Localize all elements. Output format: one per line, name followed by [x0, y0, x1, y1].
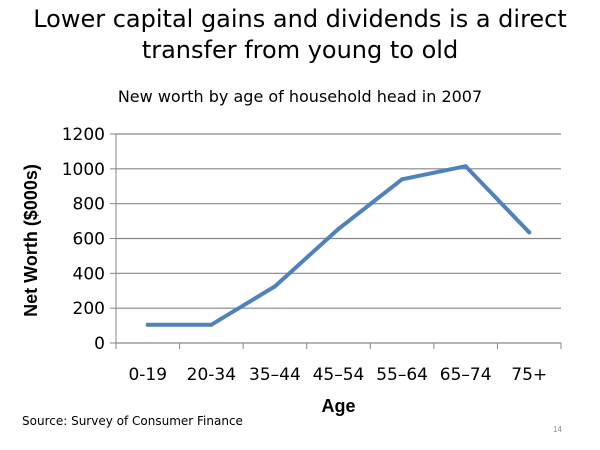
data-point [400, 177, 405, 182]
slide-title-line-2: transfer from young to old [141, 36, 459, 64]
slide-title-line-1: Lower capital gains and dividends is a d… [33, 5, 567, 33]
x-tick-label: 45–54 [313, 365, 365, 385]
y-tick-label: 800 [73, 195, 105, 215]
data-point [336, 226, 341, 231]
y-axis-title: Net Worth ($000s) [21, 164, 41, 317]
y-tick-label: 600 [73, 230, 105, 250]
source-note: Source: Survey of Consumer Finance [22, 414, 243, 428]
data-point [463, 164, 468, 169]
slide-title: Lower capital gains and dividends is a d… [0, 4, 600, 66]
y-tick-label: 200 [73, 299, 105, 319]
y-tick-label: 0 [94, 334, 105, 354]
series-line [145, 164, 532, 327]
x-tick-label: 35–44 [249, 365, 301, 385]
data-point [272, 284, 277, 289]
chart-title: New worth by age of household head in 20… [117, 87, 483, 106]
x-tick-label: 20-34 [187, 365, 236, 385]
x-tick-label: 55–64 [376, 365, 428, 385]
data-point [145, 322, 150, 327]
data-point [527, 230, 532, 235]
y-tick-label: 1000 [62, 160, 105, 180]
x-axis-title: Age [321, 396, 355, 416]
page-number: 14 [553, 425, 562, 434]
x-tick-label: 0-19 [128, 365, 167, 385]
x-tick-label: 65–74 [440, 365, 492, 385]
y-tick-label: 1200 [62, 125, 105, 145]
data-point [209, 322, 214, 327]
x-tick-label: 75+ [511, 365, 547, 385]
y-tick-label: 400 [73, 264, 105, 284]
